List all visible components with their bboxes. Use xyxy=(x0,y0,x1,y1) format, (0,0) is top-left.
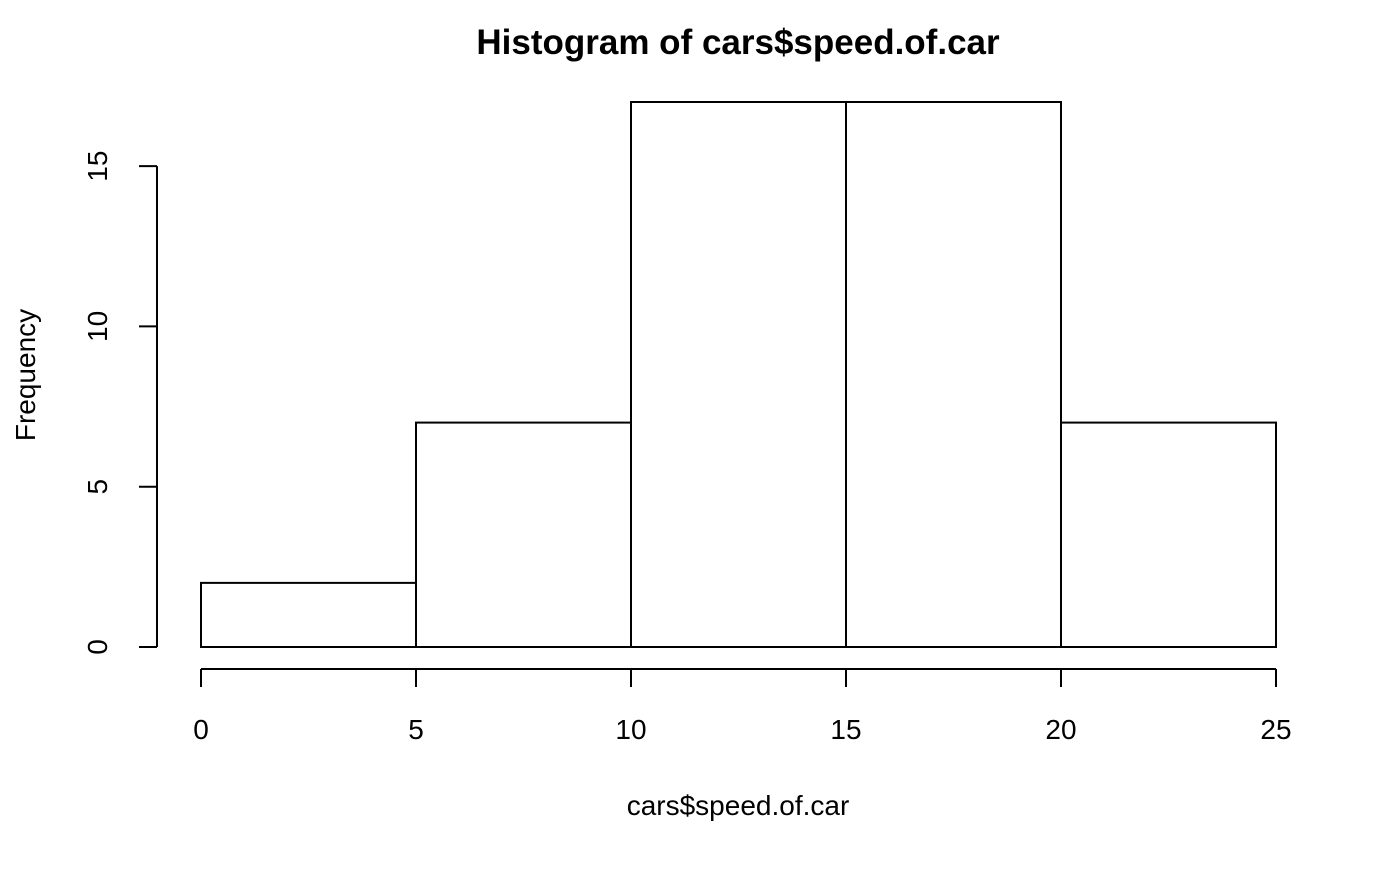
x-tick-label-0: 0 xyxy=(193,714,209,745)
x-axis-label: cars$speed.of.car xyxy=(627,790,850,821)
histogram-bar-2 xyxy=(630,101,847,648)
y-tick-label-0: 0 xyxy=(82,639,113,655)
histogram-bar-4 xyxy=(1060,421,1277,648)
y-tick-label-2: 10 xyxy=(82,311,113,342)
x-tick-label-3: 15 xyxy=(830,714,861,745)
chart-title: Histogram of cars$speed.of.car xyxy=(476,23,1000,62)
x-axis: 0 5 10 15 20 25 xyxy=(193,668,1292,745)
x-tick-label-4: 20 xyxy=(1045,714,1076,745)
bars-group xyxy=(200,101,1277,648)
y-tick-label-1: 5 xyxy=(82,479,113,495)
x-tick-label-1: 5 xyxy=(408,714,424,745)
histogram-bar-1 xyxy=(415,421,632,648)
x-tick-label-5: 25 xyxy=(1260,714,1291,745)
y-axis-label: Frequency xyxy=(10,309,41,441)
histogram-bar-3 xyxy=(845,101,1062,648)
y-tick-label-3: 15 xyxy=(82,151,113,182)
y-axis: 0 5 10 15 xyxy=(82,151,158,655)
x-tick-label-2: 10 xyxy=(615,714,646,745)
histogram-bar-0 xyxy=(200,581,417,648)
